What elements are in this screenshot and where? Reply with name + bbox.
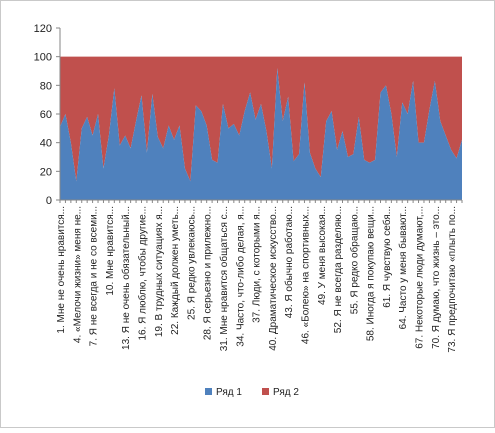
x-tick-label: 52. Я не всегда разделяю... [333,206,344,333]
x-tick-label: 13. Я не очень обязательный... [120,206,132,350]
x-tick-label: 19. В трудных ситуациях я... [154,206,165,337]
x-tick-label: 64. Часто у меня бывают... [397,206,409,329]
y-tick-label: 20 [40,166,52,178]
x-tick-label: 40. Драматическое искусство... [268,206,279,351]
y-tick-label: 60 [40,109,52,121]
x-tick-label: 1. Мне не очень нравится... [56,206,67,334]
legend-swatch-1 [205,388,212,395]
x-tick-label: 43. Я обычно работаю... [283,206,295,318]
x-tick-label: 49. У меня высокая... [317,206,328,305]
x-tick-label: 16. Я люблю, чтобы другие... [136,206,148,341]
legend-swatch-2 [262,388,269,395]
series-area-ряд-1 [60,68,462,200]
x-tick-label: 70. Я думаю, что жизнь – это... [431,206,442,349]
legend-label-2: Ряд 2 [273,387,299,398]
x-tick-label: 73. Я предпочитаю «плыть по... [447,206,458,353]
x-tick-label: 34. Часто, что-либо делая, я... [234,206,246,347]
y-axis: 0 20 40 60 80 100 120 [34,23,61,207]
legend: Ряд 1 Ряд 2 [205,387,299,398]
x-tick-label: 28. Я серьезно и прилежно... [203,206,214,340]
series-areas [60,56,462,200]
x-tick-label: 61. Я чувствую себя... [381,206,393,308]
y-tick-label: 80 [40,80,52,92]
x-tick-label: 25. Я редко увлекаюсь... [186,206,197,320]
y-tick-label: 100 [34,52,52,64]
x-tick-label: 67. Некоторые люди думают,... [415,206,426,349]
x-tick-label: 10. Мне нравится... [105,206,116,296]
x-tick-label: 58. Иногда я покупаю вещи... [366,206,377,341]
x-axis: 1. Мне не очень нравится... 4. «Мелочи жи… [56,199,463,353]
y-tick-label: 40 [40,138,52,150]
x-tick-label: 31. Мне нравится общаться с... [218,206,230,351]
x-tick-label: 7. Я не всегда и не со всеми... [89,206,100,346]
x-tick-label: 4. «Мелочи жизни» меня не... [72,206,83,343]
y-tick-label: 120 [34,23,52,35]
series-area-ряд-2 [60,56,462,182]
y-tick-label: 0 [46,195,52,207]
legend-label-1: Ряд 1 [216,387,242,398]
x-tick-label: 55. Я редко обращаю... [348,206,360,314]
x-tick-label: 46. «Болею» на спортивных... [300,206,311,344]
x-tick-label: 22. Каждый должен уметь... [170,206,181,335]
x-tick-label: 37. Люди, с которыми я... [252,206,263,323]
